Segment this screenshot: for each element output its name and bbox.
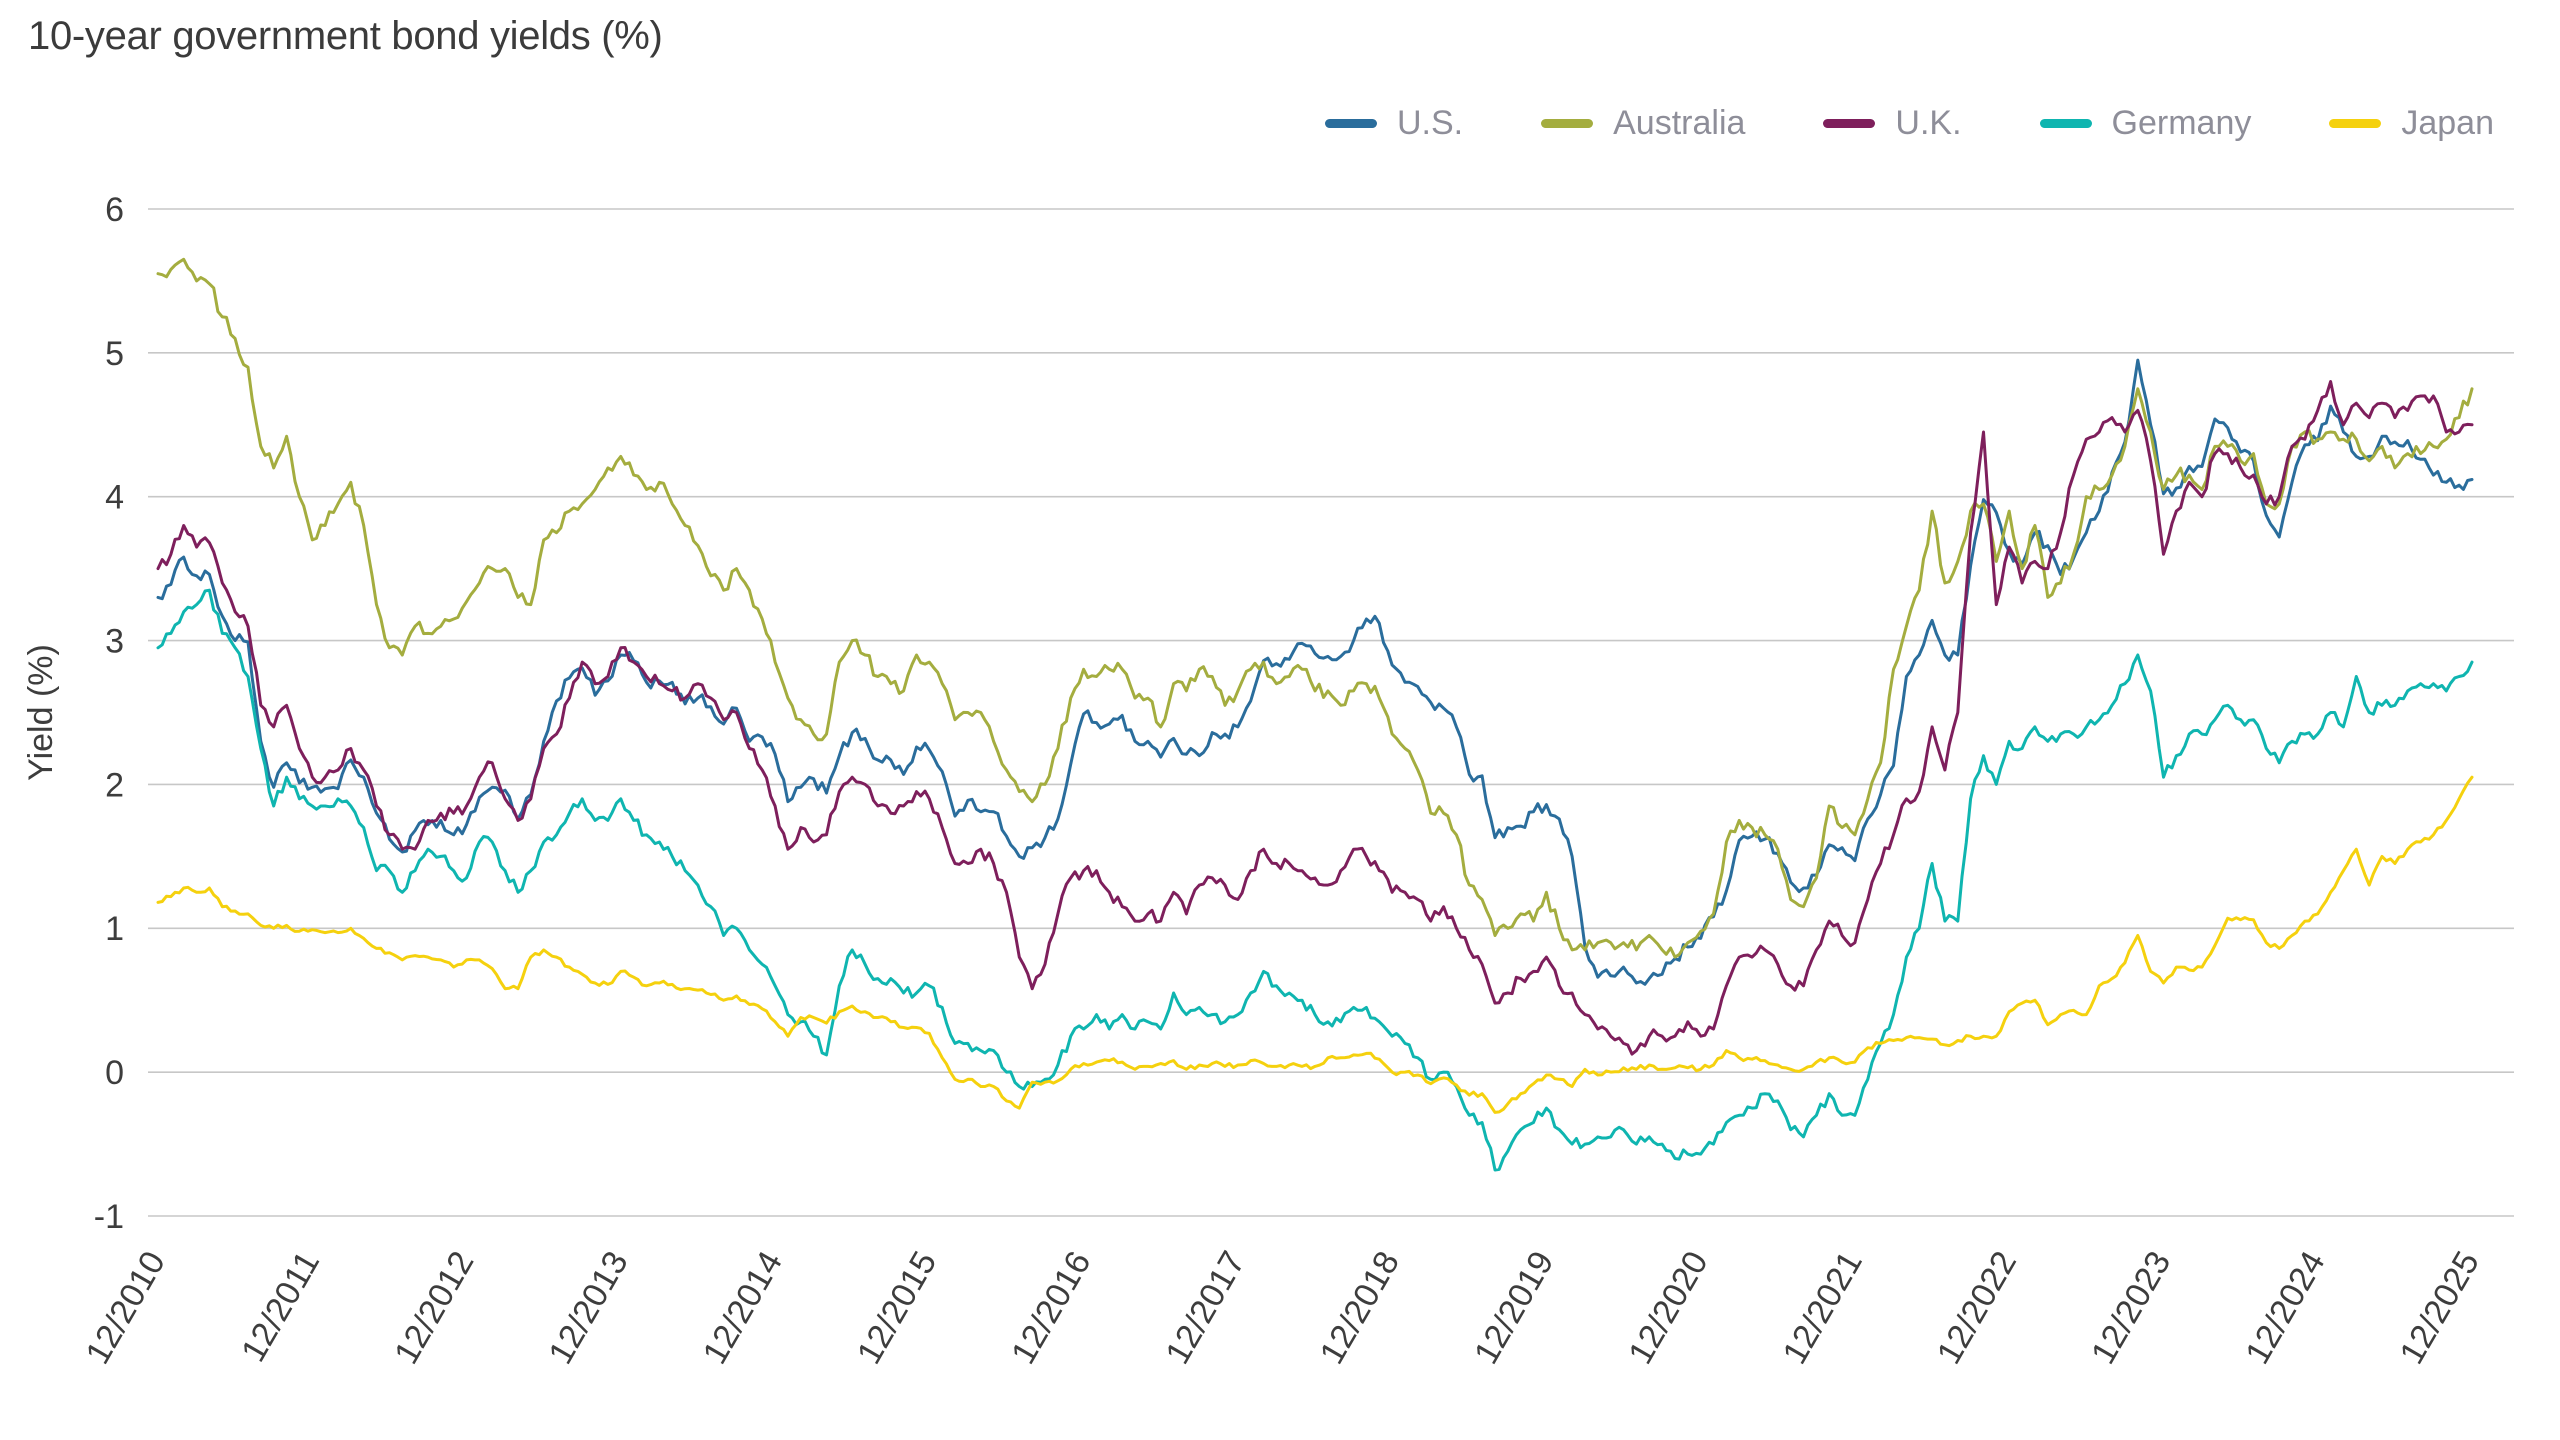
x-tick-label: 12/2013 <box>541 1245 635 1370</box>
legend-label: Japan <box>2401 104 2494 142</box>
y-tick-label: 3 <box>105 622 124 660</box>
x-tick-label: 12/2017 <box>1158 1245 1252 1370</box>
series-line-uk <box>156 380 2474 1056</box>
legend-swatch-icon <box>1325 119 1377 128</box>
legend-item-germany: Germany <box>2039 104 2252 143</box>
legend-item-uk: U.K. <box>1823 104 1962 143</box>
x-tick-label: 12/2016 <box>1004 1245 1098 1370</box>
x-tick-label: 12/2024 <box>2238 1245 2332 1370</box>
y-tick-label: 6 <box>105 191 124 229</box>
legend-swatch-icon <box>2329 119 2382 128</box>
x-tick-label: 12/2018 <box>1313 1245 1407 1370</box>
legend-swatch-icon <box>1823 119 1876 128</box>
x-tick-label: 12/2022 <box>1930 1245 2024 1370</box>
legend-item-japan: Japan <box>2329 104 2494 143</box>
series-line-australia <box>156 257 2474 959</box>
x-tick-label: 12/2023 <box>2084 1245 2178 1370</box>
chart-legend: U.S. Australia U.K. Germany Japan <box>1325 104 2494 143</box>
x-tick-label: 12/2011 <box>234 1245 327 1368</box>
x-tick-label: 12/2010 <box>79 1245 173 1370</box>
y-tick-label: 0 <box>105 1054 124 1092</box>
y-axis-label: Yield (%) <box>22 644 60 781</box>
y-tick-label: 4 <box>105 479 124 517</box>
legend-item-us: U.S. <box>1325 104 1463 143</box>
legend-swatch-icon <box>1541 119 1594 128</box>
x-tick-label: 12/2021 <box>1775 1245 1869 1370</box>
x-tick-label: 12/2015 <box>850 1245 944 1370</box>
x-tick-label: 12/2019 <box>1467 1245 1561 1370</box>
series-line-japan <box>156 775 2474 1114</box>
series-line-us <box>156 358 2474 986</box>
x-tick-label: 12/2012 <box>387 1245 481 1370</box>
y-tick-label: 1 <box>105 910 124 948</box>
legend-label: U.K. <box>1895 104 1962 142</box>
legend-item-australia: Australia <box>1541 104 1745 143</box>
x-tick-label: 12/2025 <box>2393 1245 2487 1370</box>
x-tick-label: 12/2020 <box>1621 1245 1715 1370</box>
legend-swatch-icon <box>2039 119 2092 128</box>
chart-title: 10-year government bond yields (%) <box>28 14 663 58</box>
x-tick-label: 12/2014 <box>696 1245 790 1370</box>
series-line-germany <box>156 588 2474 1172</box>
y-tick-label: 5 <box>105 335 124 373</box>
legend-label: Germany <box>2111 104 2252 142</box>
y-tick-label: -1 <box>94 1198 124 1236</box>
y-tick-label: 2 <box>105 766 124 804</box>
legend-label: U.S. <box>1397 104 1464 142</box>
legend-label: Australia <box>1613 104 1746 142</box>
